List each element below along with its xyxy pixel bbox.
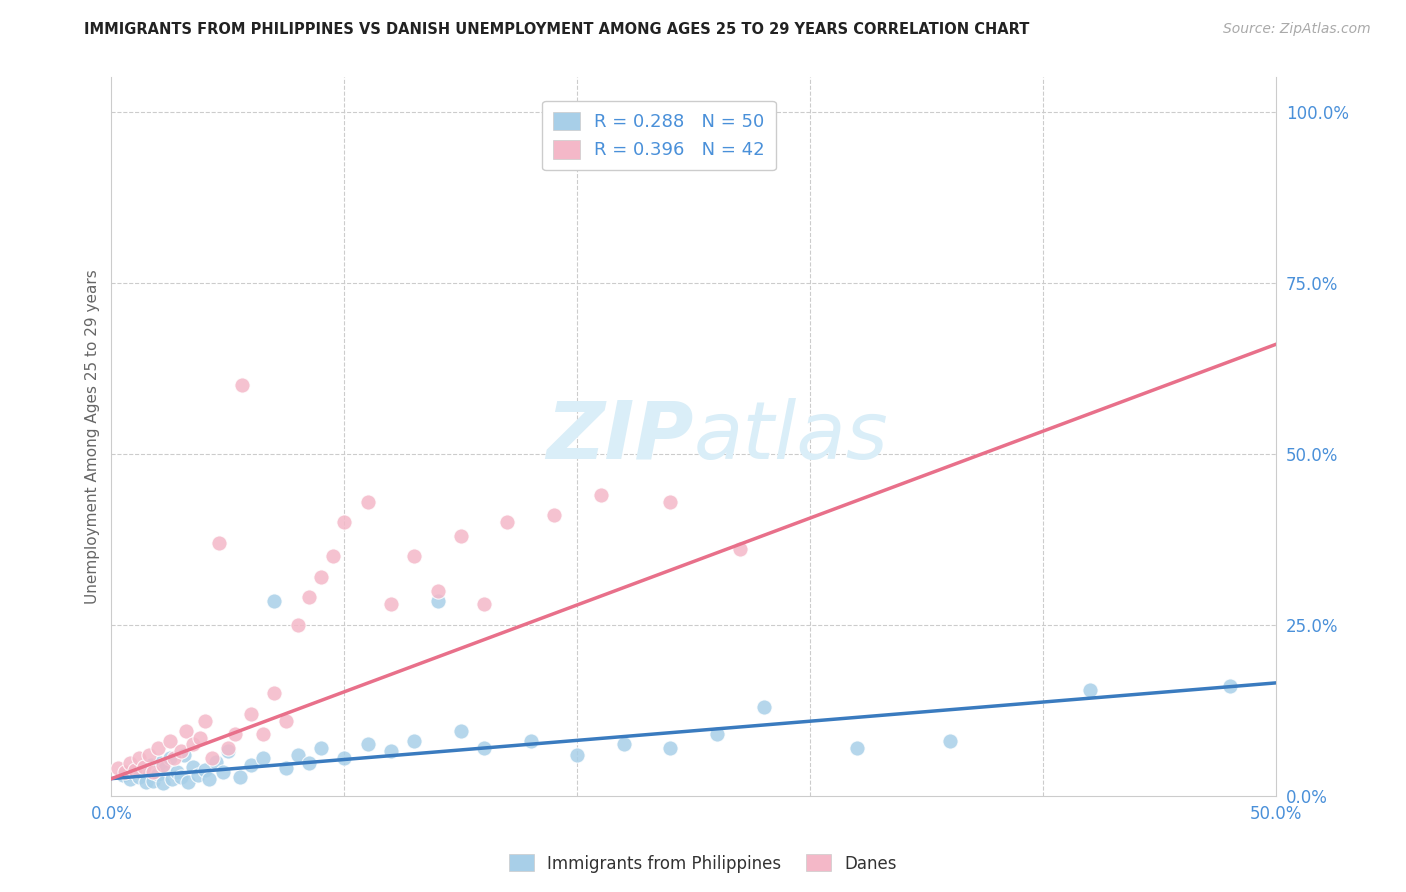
Point bbox=[309, 570, 332, 584]
Point bbox=[170, 770, 193, 784]
Legend: Immigrants from Philippines, Danes: Immigrants from Philippines, Danes bbox=[502, 847, 904, 880]
Point bbox=[240, 706, 263, 721]
Point bbox=[1078, 682, 1101, 697]
Point bbox=[160, 772, 183, 786]
Point bbox=[274, 714, 297, 728]
Point bbox=[146, 740, 169, 755]
Point bbox=[450, 529, 472, 543]
Point bbox=[200, 751, 222, 765]
Point bbox=[124, 763, 146, 777]
Point bbox=[159, 734, 181, 748]
Point bbox=[224, 727, 246, 741]
Text: atlas: atlas bbox=[693, 398, 889, 475]
Point bbox=[333, 515, 356, 529]
Point bbox=[543, 508, 565, 523]
Point bbox=[426, 594, 449, 608]
Point bbox=[845, 740, 868, 755]
Point bbox=[567, 747, 589, 762]
Point bbox=[173, 747, 195, 762]
Point bbox=[730, 542, 752, 557]
Point bbox=[142, 764, 165, 779]
Point bbox=[356, 738, 378, 752]
Point bbox=[205, 755, 228, 769]
Point bbox=[181, 760, 204, 774]
Point bbox=[252, 727, 274, 741]
Point bbox=[287, 747, 309, 762]
Text: IMMIGRANTS FROM PHILIPPINES VS DANISH UNEMPLOYMENT AMONG AGES 25 TO 29 YEARS COR: IMMIGRANTS FROM PHILIPPINES VS DANISH UN… bbox=[84, 22, 1029, 37]
Point bbox=[380, 597, 402, 611]
Y-axis label: Unemployment Among Ages 25 to 29 years: Unemployment Among Ages 25 to 29 years bbox=[86, 269, 100, 604]
Point bbox=[166, 764, 188, 779]
Point bbox=[142, 773, 165, 788]
Text: ZIP: ZIP bbox=[547, 398, 693, 475]
Point bbox=[194, 714, 217, 728]
Point bbox=[613, 738, 636, 752]
Point bbox=[194, 763, 217, 777]
Point bbox=[496, 515, 519, 529]
Point bbox=[181, 738, 204, 752]
Point bbox=[174, 723, 197, 738]
Point bbox=[128, 770, 150, 784]
Point bbox=[207, 535, 229, 549]
Point bbox=[153, 761, 176, 775]
Point bbox=[274, 761, 297, 775]
Point bbox=[212, 764, 235, 779]
Point bbox=[135, 775, 157, 789]
Point bbox=[752, 699, 775, 714]
Point bbox=[1218, 679, 1240, 693]
Point bbox=[939, 734, 962, 748]
Point bbox=[132, 760, 155, 774]
Point bbox=[659, 494, 682, 508]
Point bbox=[124, 764, 146, 779]
Point bbox=[170, 744, 193, 758]
Point bbox=[252, 751, 274, 765]
Point bbox=[380, 744, 402, 758]
Point bbox=[228, 770, 250, 784]
Point bbox=[118, 772, 141, 786]
Point bbox=[404, 734, 426, 748]
Point bbox=[333, 751, 356, 765]
Point bbox=[659, 740, 682, 755]
Point bbox=[519, 734, 541, 748]
Point bbox=[298, 591, 321, 605]
Point bbox=[152, 776, 174, 790]
Point bbox=[128, 751, 150, 765]
Text: Source: ZipAtlas.com: Source: ZipAtlas.com bbox=[1223, 22, 1371, 37]
Point bbox=[322, 549, 344, 564]
Point bbox=[356, 494, 378, 508]
Point bbox=[139, 758, 162, 772]
Point bbox=[263, 594, 285, 608]
Point bbox=[472, 740, 495, 755]
Point bbox=[112, 768, 135, 782]
Point bbox=[240, 758, 263, 772]
Point bbox=[706, 727, 728, 741]
Point bbox=[287, 617, 309, 632]
Point bbox=[309, 740, 332, 755]
Point bbox=[159, 751, 181, 765]
Point bbox=[404, 549, 426, 564]
Point bbox=[187, 768, 209, 782]
Point bbox=[298, 756, 321, 770]
Point bbox=[263, 686, 285, 700]
Point bbox=[231, 378, 253, 392]
Point bbox=[188, 731, 211, 745]
Point bbox=[114, 764, 136, 779]
Point bbox=[589, 488, 612, 502]
Point bbox=[426, 583, 449, 598]
Point bbox=[138, 747, 160, 762]
Point bbox=[177, 775, 200, 789]
Point bbox=[198, 772, 221, 786]
Point bbox=[146, 767, 169, 781]
Point bbox=[149, 756, 172, 770]
Point bbox=[217, 744, 239, 758]
Point bbox=[472, 597, 495, 611]
Point bbox=[217, 740, 239, 755]
Point bbox=[107, 761, 129, 775]
Point bbox=[163, 751, 186, 765]
Point bbox=[450, 723, 472, 738]
Point bbox=[152, 758, 174, 772]
Legend: R = 0.288   N = 50, R = 0.396   N = 42: R = 0.288 N = 50, R = 0.396 N = 42 bbox=[541, 101, 776, 170]
Point bbox=[118, 756, 141, 770]
Point bbox=[138, 763, 160, 777]
